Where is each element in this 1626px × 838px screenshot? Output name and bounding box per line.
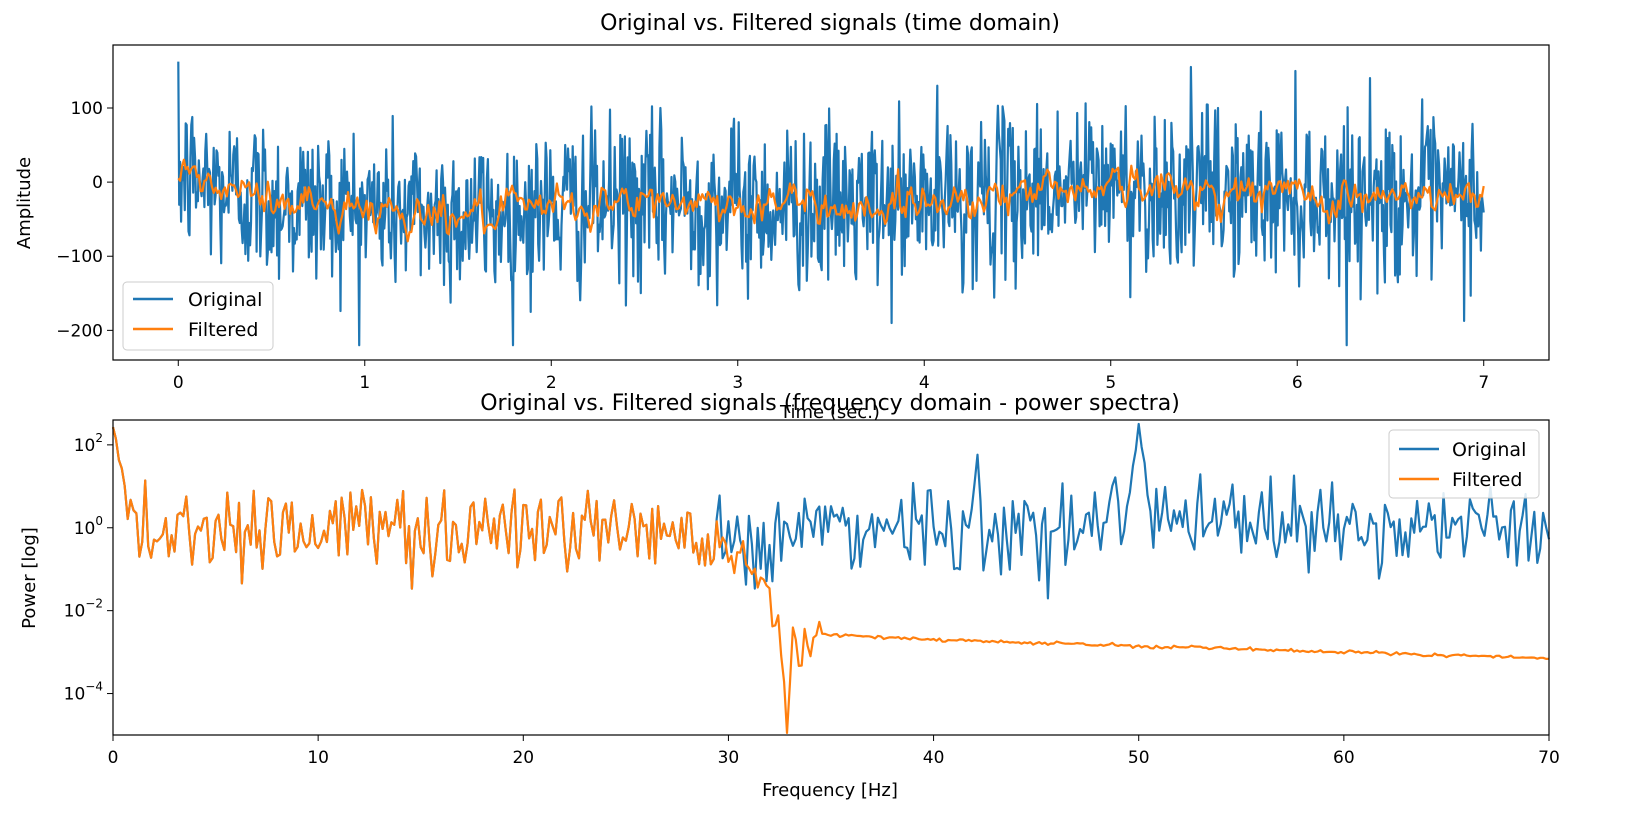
- time-domain-title: Original vs. Filtered signals (time doma…: [600, 11, 1060, 36]
- x-tick-label: 70: [1538, 748, 1560, 768]
- x-tick-label: 2: [546, 373, 557, 393]
- frequency-domain-legend: Original Filtered: [1388, 429, 1540, 499]
- y-tick-label: 100: [74, 514, 103, 539]
- x-tick-label: 6: [1292, 373, 1303, 393]
- original-time-series: [177, 61, 1485, 347]
- legend-original-label: Original: [1452, 439, 1526, 461]
- x-tick-label: 0: [173, 373, 184, 393]
- legend-filtered-label: Filtered: [1452, 469, 1522, 491]
- y-tick-label: −200: [56, 321, 103, 341]
- frequency-domain-axes-frame: [112, 419, 1550, 736]
- x-tick-label: 7: [1478, 373, 1489, 393]
- x-tick-label: 5: [1105, 373, 1116, 393]
- x-tick-label: 4: [919, 373, 930, 393]
- time-domain-ylabel: Amplitude: [14, 157, 35, 249]
- y-tick-label: 10−2: [64, 597, 103, 622]
- x-tick-label: 30: [718, 748, 740, 768]
- frequency-domain-plot: 0 10 20 30 40 50 60 70 102 100 10−2 10−4 Original …: [19, 391, 1560, 801]
- original-power-spectrum: [111, 422, 1551, 600]
- y-tick-label: 100: [71, 99, 103, 119]
- y-tick-label: −100: [56, 247, 103, 267]
- time-domain-xlabel: Time (sec.): [779, 402, 880, 423]
- x-tick-label: 3: [732, 373, 743, 393]
- x-tick-label: 10: [307, 748, 329, 768]
- y-tick-label: 0: [92, 173, 103, 193]
- x-tick-label: 60: [1333, 748, 1355, 768]
- frequency-domain-title: Original vs. Filtered signals (frequency…: [480, 391, 1180, 416]
- legend-original-label: Original: [188, 289, 262, 311]
- filtered-time-series: [177, 158, 1485, 243]
- time-domain-plot: Original vs. Filtered signals (time doma…: [14, 11, 1550, 423]
- frequency-domain-xlabel: Frequency [Hz]: [762, 780, 898, 801]
- time-domain-axes-frame: [112, 44, 1550, 361]
- x-tick-label: 0: [108, 748, 119, 768]
- time-domain-legend: Original Filtered: [122, 281, 274, 351]
- x-tick-label: 40: [923, 748, 945, 768]
- filtered-power-spectrum: [111, 426, 1550, 734]
- x-tick-label: 1: [359, 373, 370, 393]
- legend-filtered-label: Filtered: [188, 319, 258, 341]
- x-tick-label: 20: [512, 748, 534, 768]
- x-tick-label: 50: [1128, 748, 1150, 768]
- y-tick-label: 10−4: [64, 680, 103, 705]
- frequency-domain-ylabel: Power [log]: [19, 527, 40, 629]
- y-tick-label: 102: [74, 431, 103, 456]
